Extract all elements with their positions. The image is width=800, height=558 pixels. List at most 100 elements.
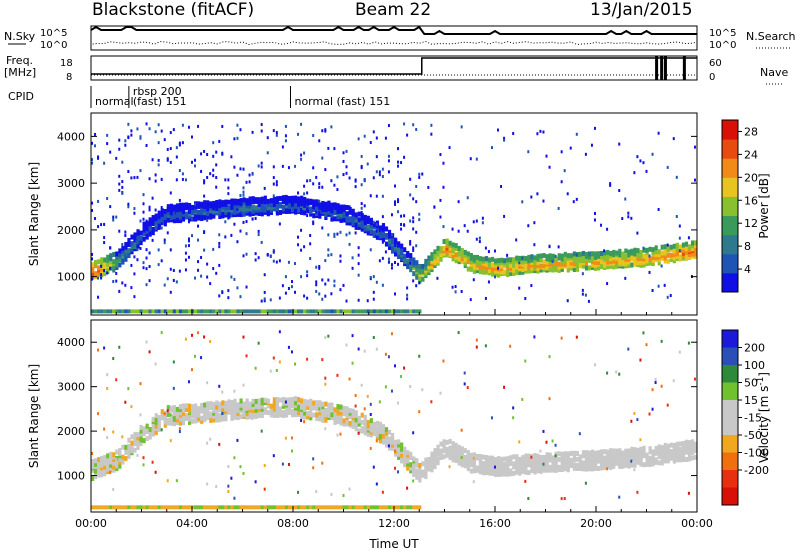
velocity-pixel: [445, 452, 449, 458]
velocity-pixel: [124, 444, 128, 450]
velocity-pixel: [572, 454, 576, 460]
power-pixel: [227, 210, 231, 216]
power-pixel: [306, 309, 310, 314]
power-pixel: [209, 214, 213, 220]
velocity-pixel: [621, 453, 625, 459]
velocity-pixel: [100, 505, 104, 510]
power-pixel: [230, 309, 234, 314]
nsky-line: [90, 25, 697, 35]
velocity-pixel: [206, 401, 210, 407]
power-pixel: [157, 141, 160, 145]
velocity-pixel: [512, 470, 516, 476]
power-pixel: [621, 251, 625, 257]
power-pixel: [187, 203, 192, 209]
velocity-pixel: [115, 463, 119, 469]
power-pixel: [169, 290, 172, 294]
power-pixel: [690, 243, 695, 249]
power-pixel: [145, 228, 149, 234]
power-pixel: [409, 177, 412, 181]
velocity-pixel: [227, 403, 231, 409]
velocity-pixel: [133, 435, 137, 441]
power-pixel: [430, 267, 434, 273]
power-pixel: [218, 241, 221, 245]
velocity-pixel: [190, 404, 195, 410]
velocity-pixel: [651, 454, 655, 460]
power-pixel: [466, 266, 470, 272]
power-colorbar-title: Power [dB]: [757, 173, 771, 238]
velocity-pixel: [484, 461, 489, 467]
velocity-pixel: [163, 414, 167, 420]
power-pixel: [654, 249, 658, 255]
power-pixel: [281, 195, 286, 201]
velocity-pixel: [375, 435, 380, 441]
velocity-pixel: [612, 458, 616, 464]
power-pixel: [375, 194, 378, 198]
power-pixel: [497, 272, 501, 278]
velocity-pixel: [315, 404, 319, 410]
power-pixel: [618, 255, 622, 261]
power-pixel: [163, 221, 167, 227]
power-pixel: [503, 136, 506, 140]
power-pixel: [236, 211, 240, 217]
power-pixel: [454, 243, 458, 249]
power-pixel: [281, 199, 286, 205]
velocity-pixel: [342, 505, 346, 510]
power-pixel: [518, 255, 522, 261]
velocity-pixel: [593, 465, 598, 471]
power-pixel: [412, 197, 415, 201]
power-pixel: [387, 154, 390, 158]
power-pixel: [306, 296, 309, 300]
velocity-pixel: [333, 410, 337, 416]
velocity-colorbar-label: -50: [744, 429, 762, 442]
power-pixel: [178, 211, 183, 217]
velocity-pixel: [263, 397, 267, 403]
power-pixel: [194, 164, 197, 168]
power-pixel: [633, 259, 637, 265]
velocity-pixel: [142, 438, 146, 444]
power-pixel: [609, 182, 612, 186]
velocity-pixel: [678, 457, 683, 463]
power-pixel: [357, 217, 361, 223]
velocity-pixel: [400, 452, 404, 458]
velocity-pixel: [687, 491, 690, 495]
velocity-pixel: [209, 401, 213, 407]
power-pixel: [481, 216, 484, 220]
power-pixel: [124, 230, 127, 234]
velocity-pixel: [418, 468, 422, 474]
power-pixel: [397, 210, 400, 214]
velocity-pixel: [633, 453, 637, 459]
velocity-pixel: [645, 343, 648, 347]
velocity-pixel: [554, 467, 558, 473]
velocity-pixel: [490, 461, 495, 467]
velocity-pixel: [281, 505, 286, 510]
power-pixel: [287, 309, 292, 314]
power-pixel: [287, 166, 290, 170]
velocity-pixel: [221, 406, 225, 412]
power-pixel: [181, 214, 186, 220]
power-pixel: [615, 255, 619, 261]
power-pixel: [387, 233, 392, 239]
velocity-pixel: [457, 331, 460, 335]
velocity-pixel: [500, 471, 504, 477]
velocity-pixel: [639, 446, 643, 452]
power-pixel: [303, 294, 306, 298]
power-pixel: [218, 205, 222, 211]
velocity-pixel: [436, 456, 440, 462]
power-pixel: [387, 245, 392, 251]
power-pixel: [533, 262, 537, 268]
velocity-pixel: [203, 505, 207, 510]
velocity-pixel: [433, 451, 437, 457]
power-pixel: [300, 153, 303, 157]
power-pixel: [394, 245, 398, 251]
power-pixel: [484, 265, 489, 271]
velocity-pixel: [163, 422, 167, 428]
power-pixel: [254, 205, 258, 211]
power-pixel: [597, 260, 601, 266]
power-pixel: [127, 135, 130, 139]
velocity-pixel: [663, 450, 667, 456]
power-colorbar-label: 12: [744, 217, 758, 230]
power-pixel: [415, 184, 418, 188]
velocity-pixel: [615, 451, 619, 457]
power-pixel: [245, 180, 248, 184]
power-pixel: [542, 253, 546, 259]
